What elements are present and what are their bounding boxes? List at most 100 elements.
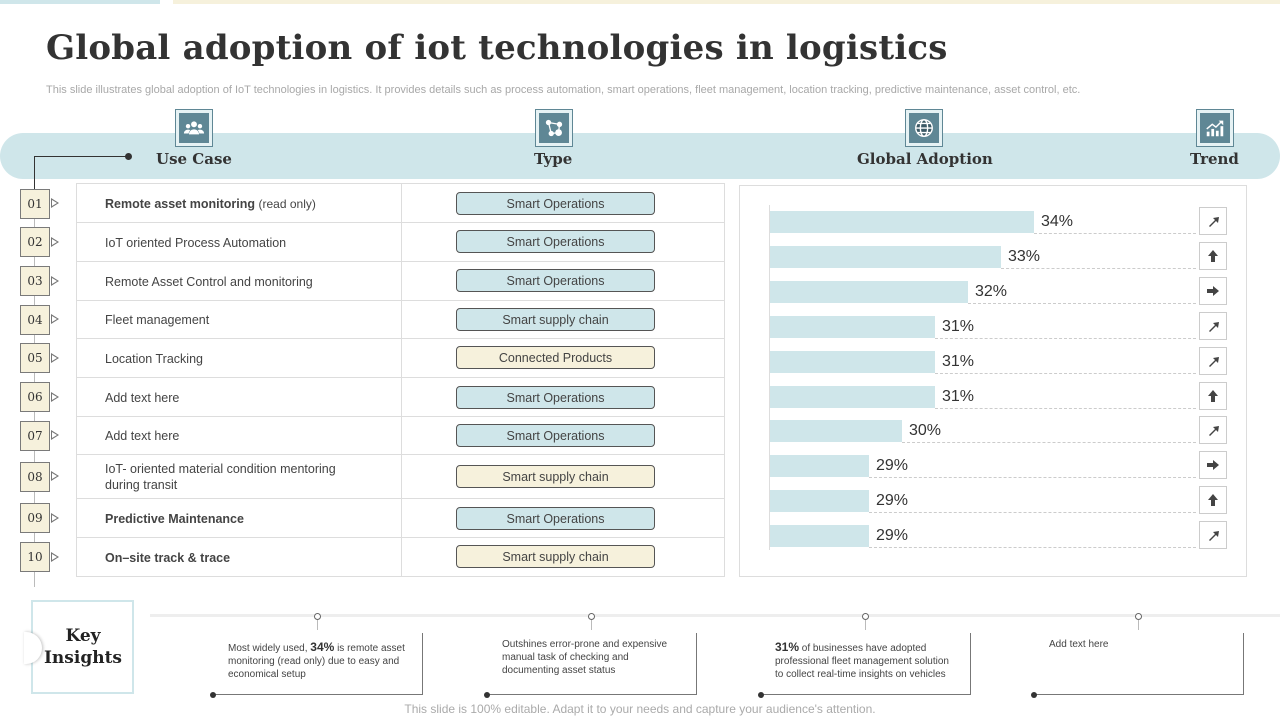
use-case-cell: Remote Asset Control and monitoring <box>105 275 313 289</box>
insight-marker <box>862 613 869 620</box>
insight-text-3: 31% of businesses have adopted professio… <box>775 641 955 681</box>
insight-marker <box>1135 613 1142 620</box>
table-row: Remote Asset Control and monitoring Smar… <box>77 262 724 301</box>
arrow-up-icon <box>1199 382 1227 410</box>
row-pointer-icon <box>51 276 59 286</box>
adoption-bar <box>770 455 869 477</box>
use-case-cell: On–site track & trace <box>105 551 231 565</box>
key-insights-box <box>31 600 134 694</box>
top-accent-bar-blue <box>0 0 160 4</box>
adoption-bar <box>770 490 869 512</box>
row-number: 07 <box>20 421 50 451</box>
table-row: Add text here Smart Operations <box>77 378 724 417</box>
insights-timeline <box>150 614 1280 617</box>
arrow-up-icon <box>1199 486 1227 514</box>
table-row: IoT oriented Process Automation Smart Op… <box>77 223 724 262</box>
bar-guide-line <box>1034 233 1196 234</box>
use-case-cell: Fleet management <box>105 313 210 327</box>
arrow-up-right-icon <box>1199 521 1227 549</box>
bar-guide-line <box>869 512 1196 513</box>
header-connector-dot <box>125 153 132 160</box>
table-row: Predictive Maintenance Smart Operations <box>77 499 724 538</box>
insight-text-pre: Most widely used, <box>228 643 311 654</box>
insight-value: 31% <box>775 640 800 654</box>
adoption-bar <box>770 351 935 373</box>
type-pill: Smart Operations <box>456 192 655 215</box>
key-insights-title: Key Insights <box>33 625 133 669</box>
key-insights-title-line2: Insights <box>43 648 122 668</box>
insight-text-post: of businesses have adopted professional … <box>775 643 949 680</box>
bar-guide-line <box>869 547 1196 548</box>
row-number: 10 <box>20 542 50 572</box>
bar-guide-line <box>935 408 1196 409</box>
insight-stem <box>865 620 866 630</box>
use-case-cell: Add text here <box>105 429 180 443</box>
use-case-cell: IoT- oriented material condition mentori… <box>105 461 336 493</box>
row-pointer-icon <box>51 471 59 481</box>
network-nodes-icon <box>535 109 573 147</box>
row-number: 02 <box>20 227 50 257</box>
row-number: 08 <box>20 462 50 492</box>
adoption-value-label: 31% <box>942 318 975 335</box>
type-pill: Smart Operations <box>456 269 655 292</box>
type-pill: Smart supply chain <box>456 545 655 568</box>
row-pointer-icon <box>51 430 59 440</box>
type-pill: Smart Operations <box>456 507 655 530</box>
insight-text-4: Add text here <box>1049 639 1109 650</box>
insights-tab <box>24 632 42 664</box>
growth-chart-icon <box>1196 109 1234 147</box>
insight-marker <box>314 613 321 620</box>
row-number: 03 <box>20 266 50 296</box>
insight-text-post: is remote asset monitoring (read only) d… <box>228 643 405 680</box>
bar-guide-line <box>902 442 1196 443</box>
insight-dot <box>210 692 216 698</box>
insight-dot <box>484 692 490 698</box>
adoption-value-label: 30% <box>909 422 942 439</box>
adoption-bar <box>770 525 869 547</box>
arrow-up-right-icon <box>1199 347 1227 375</box>
use-case-table: Remote asset monitoring (read only) Smar… <box>76 183 725 577</box>
arrow-up-right-icon <box>1199 207 1227 235</box>
adoption-value-label: 29% <box>876 492 909 509</box>
insight-bracket <box>761 633 971 695</box>
column-header-trend: Trend <box>1190 150 1239 168</box>
footer-note: This slide is 100% editable. Adapt it to… <box>404 702 876 716</box>
row-pointer-icon <box>51 552 59 562</box>
insight-text-1: Most widely used, 34% is remote asset mo… <box>228 641 408 681</box>
header-connector-drop <box>34 156 35 192</box>
row-pointer-icon <box>51 392 59 402</box>
use-case-text: IoT- oriented material condition mentori… <box>105 462 336 476</box>
bar-guide-line <box>869 477 1196 478</box>
use-case-cell: Predictive Maintenance <box>105 512 244 526</box>
insight-dot <box>758 692 764 698</box>
row-pointer-icon <box>51 314 59 324</box>
use-case-cell: Remote asset monitoring (read only) <box>105 196 316 212</box>
bar-guide-line <box>1001 268 1196 269</box>
adoption-bar <box>770 211 1034 233</box>
key-insights-title-line1: Key <box>65 626 101 646</box>
column-header-use-case: Use Case <box>156 150 232 168</box>
use-case-cell: Location Tracking <box>105 352 203 366</box>
bar-guide-line <box>935 373 1196 374</box>
row-pointer-icon <box>51 237 59 247</box>
header-connector-line <box>34 156 128 157</box>
insight-stem <box>1138 620 1139 630</box>
type-pill: Connected Products <box>456 346 655 369</box>
adoption-bar <box>770 246 1001 268</box>
insight-dot <box>1031 692 1037 698</box>
arrow-up-right-icon <box>1199 312 1227 340</box>
table-row: Remote asset monitoring (read only) Smar… <box>77 184 724 223</box>
row-number: 01 <box>20 189 50 219</box>
arrow-up-icon <box>1199 242 1227 270</box>
adoption-bar <box>770 420 902 442</box>
table-row: IoT- oriented material condition mentori… <box>77 455 724 499</box>
type-pill: Smart supply chain <box>456 465 655 488</box>
arrow-right-icon <box>1199 451 1227 479</box>
column-header-global-adoption: Global Adoption <box>857 150 993 168</box>
bar-guide-line <box>935 338 1196 339</box>
adoption-value-label: 32% <box>975 283 1008 300</box>
insight-bracket <box>1034 633 1244 695</box>
table-row: Location Tracking Connected Products <box>77 339 724 378</box>
arrow-right-icon <box>1199 277 1227 305</box>
row-number: 06 <box>20 382 50 412</box>
